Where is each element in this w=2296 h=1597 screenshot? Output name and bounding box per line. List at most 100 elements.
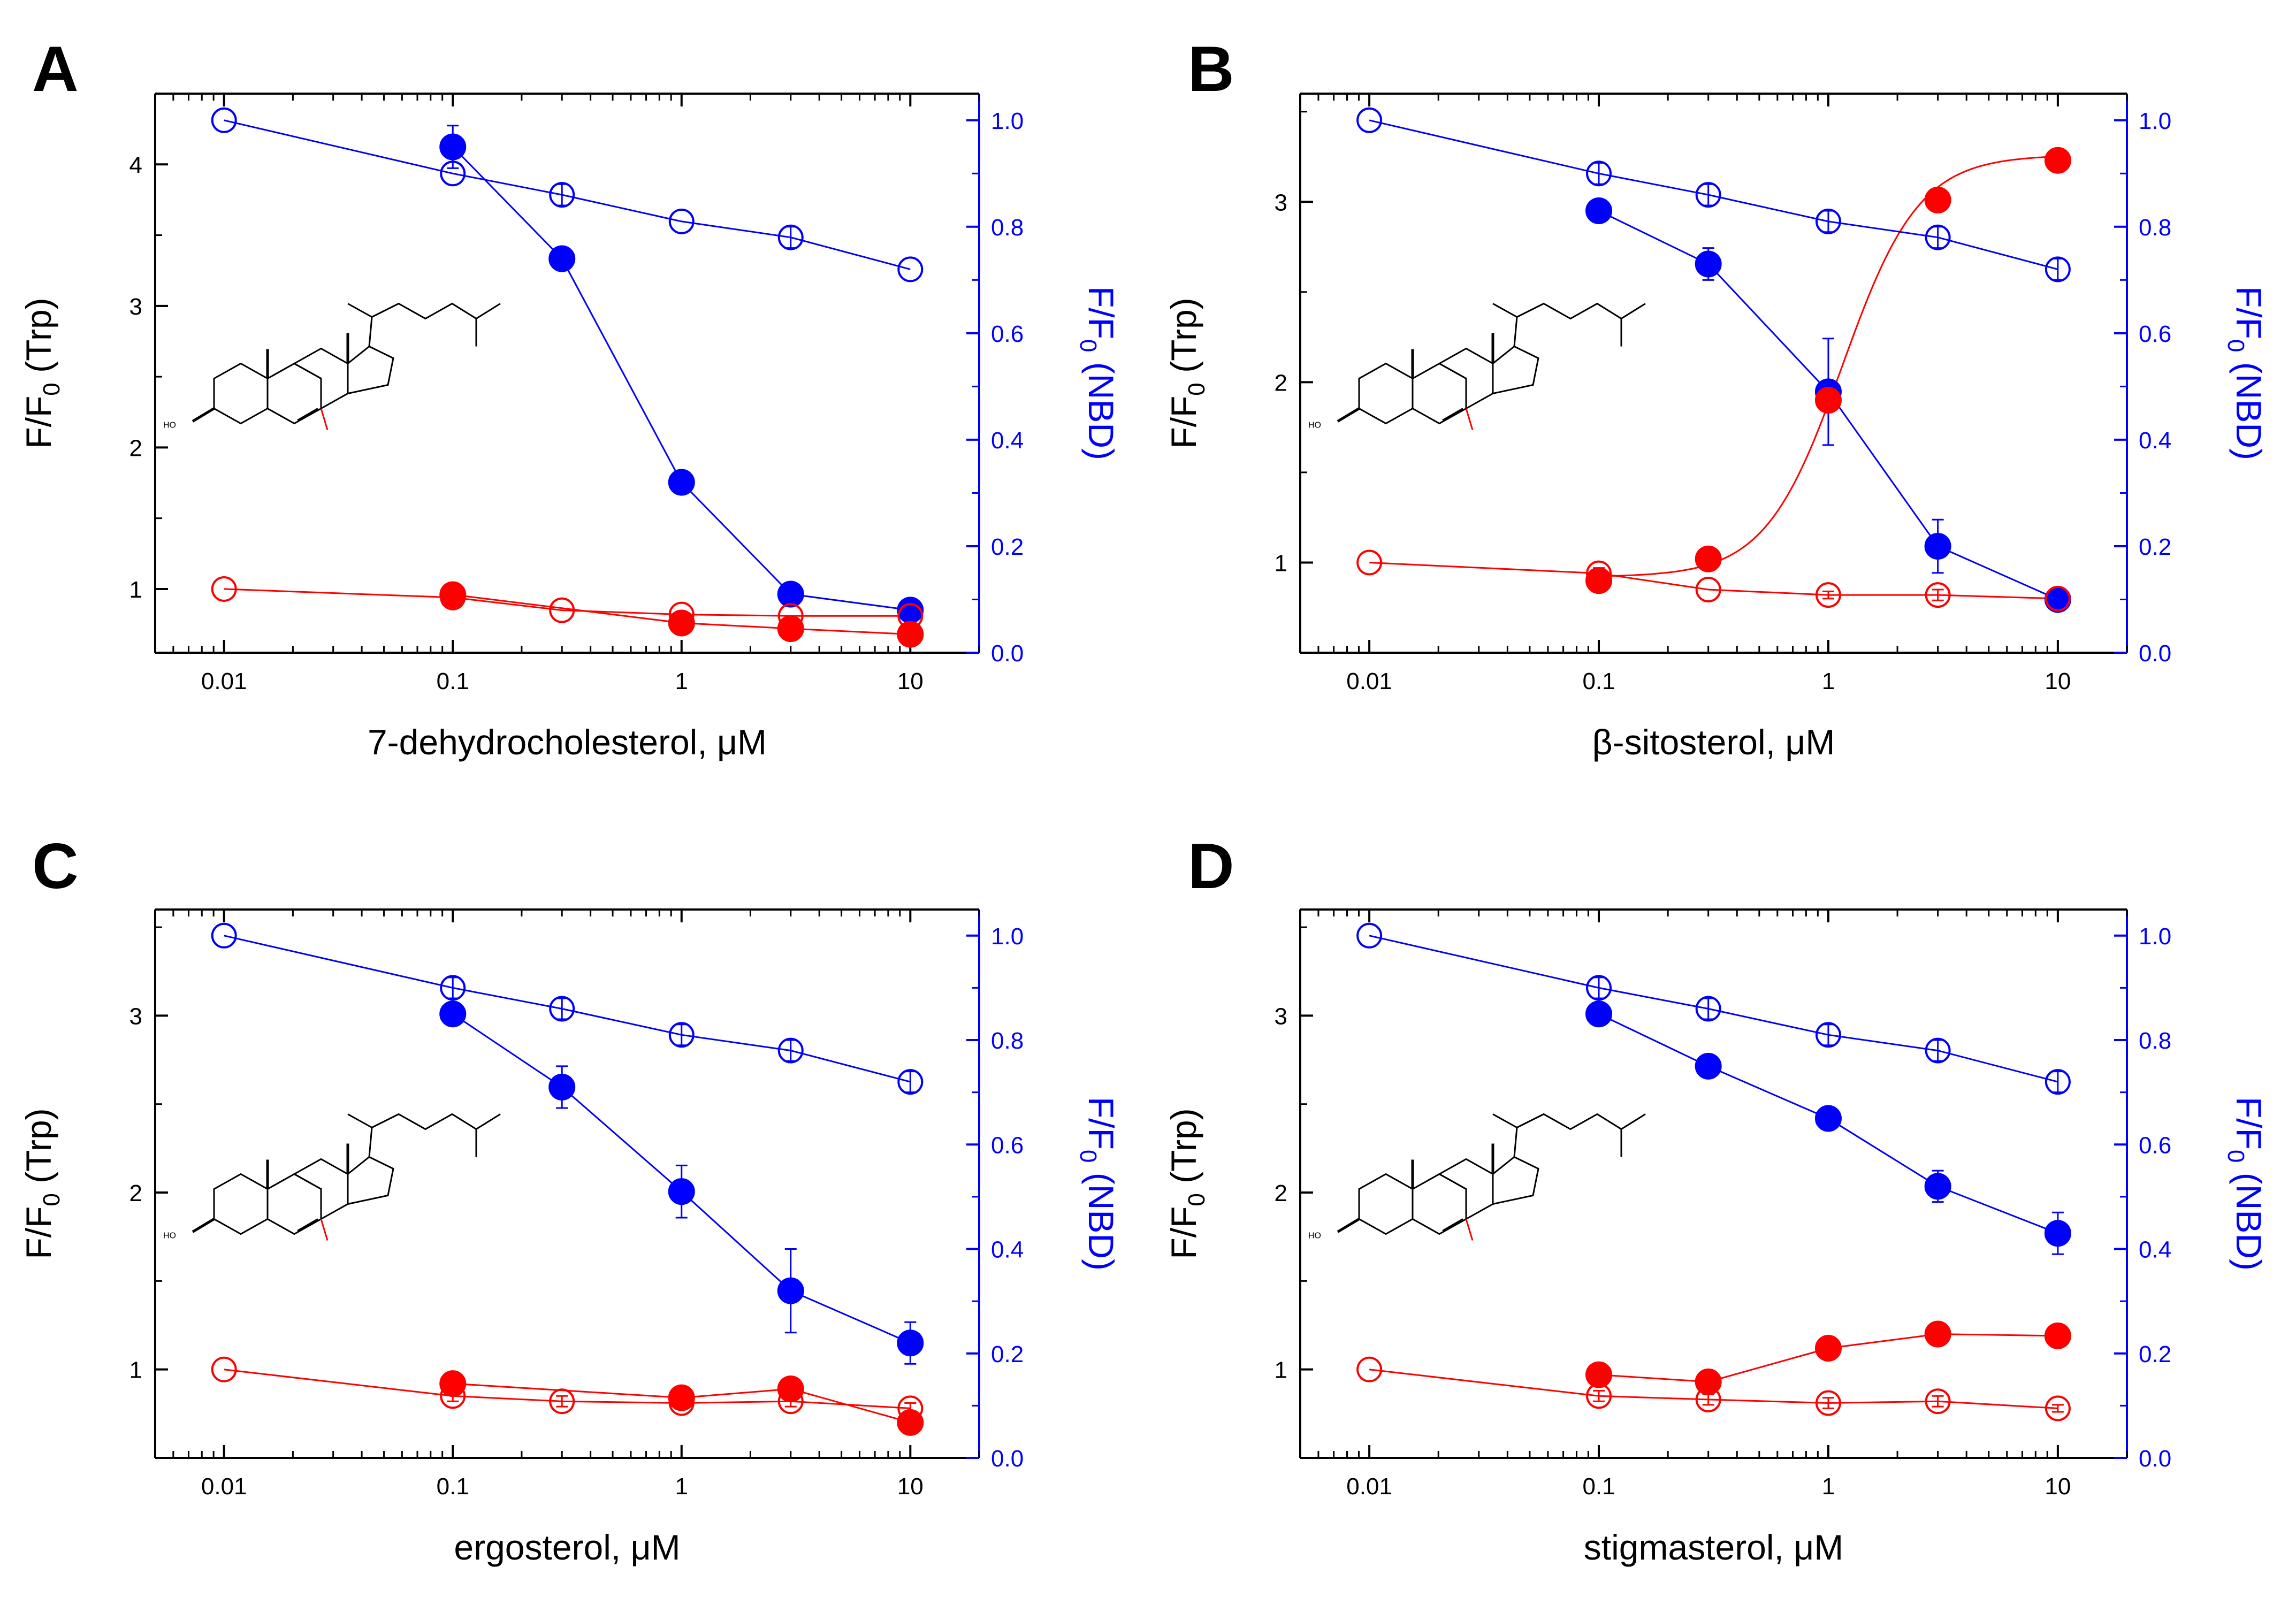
structure-double-bond (320, 408, 329, 430)
data-point-filled (897, 1409, 924, 1436)
y-right-title-main: F/F (1081, 1097, 1121, 1150)
y-right-axis-title: F/F0 (NBD) (2223, 1097, 2269, 1271)
structure-ring (347, 345, 394, 395)
series-line-0 (1369, 935, 2058, 1083)
y-left-tick-label: 3 (1275, 1003, 1287, 1029)
y-right-tick-label: 0.2 (2139, 1341, 2171, 1367)
y-right-axis-title: F/F0 (NBD) (1075, 1097, 1121, 1271)
x-tick-label: 10 (897, 668, 924, 694)
x-tick-label: 10 (897, 1473, 924, 1500)
data-point-filled (548, 1073, 576, 1101)
x-axis-title: ergosterol, μM (454, 1527, 680, 1567)
data-point-filled (1924, 186, 1951, 213)
data-point-filled (1814, 387, 1842, 414)
structure-oh-wedge (1337, 407, 1360, 423)
y-right-tick-label: 0.8 (991, 1028, 1024, 1054)
data-point-filled (2044, 1322, 2071, 1349)
data-point-filled (777, 580, 804, 608)
panel-letter: D (1188, 830, 1234, 902)
panel-letter: C (32, 830, 79, 902)
y-right-tick-label: 1.0 (2139, 108, 2171, 134)
data-point-open (211, 922, 237, 949)
data-point-filled (1695, 250, 1722, 278)
structure-ring (213, 362, 269, 425)
structure-ring (1437, 347, 1494, 410)
y-right-axis-title: F/F0 (NBD) (2223, 286, 2269, 460)
y-right-title-sub: 0 (1075, 339, 1101, 352)
x-tick-label: 10 (2045, 1473, 2071, 1500)
structure-side-chain (1513, 1113, 1622, 1157)
data-point-filled (2044, 1220, 2071, 1247)
y-right-title-rest: (NBD) (2229, 1163, 2269, 1271)
data-point-open (1695, 996, 1721, 1022)
data-point-filled (1924, 1173, 1951, 1200)
structure-ring (347, 1156, 394, 1205)
y-left-title-main: F/F (19, 1206, 58, 1259)
y-right-tick-label: 0.6 (991, 321, 1024, 347)
data-point-open (1925, 582, 1951, 608)
data-point-open (897, 256, 924, 282)
structure-ring (1412, 362, 1467, 425)
x-tick-label: 0.1 (1582, 1473, 1615, 1500)
y-right-tick-label: 0.0 (2139, 1446, 2171, 1472)
data-point-filled (897, 621, 924, 648)
series-line-3 (453, 594, 911, 636)
data-point-filled (668, 609, 695, 637)
series-line-0 (224, 935, 911, 1083)
y-right-tick-label: 1.0 (991, 108, 1024, 134)
y-right-tick-label: 0.2 (991, 1341, 1024, 1367)
series-line-2 (1369, 1369, 2058, 1409)
structure-double-bond (297, 1218, 318, 1232)
structure-ring (266, 362, 322, 425)
data-point-filled (668, 469, 695, 496)
y-left-title-main: F/F (19, 396, 58, 449)
x-tick-label: 10 (2045, 668, 2071, 694)
y-left-axis-title: F/F0 (Trp) (1164, 297, 1210, 448)
y-left-tick-label: 1 (1275, 1357, 1287, 1384)
y-right-tick-label: 0.8 (2139, 215, 2171, 241)
data-point-open (549, 1388, 575, 1415)
y-left-axis-title: F/F0 (Trp) (19, 1108, 65, 1259)
data-point-filled (1695, 1368, 1722, 1395)
y-left-title-main: F/F (1164, 396, 1203, 449)
data-point-filled (1924, 532, 1951, 560)
data-point-open (1356, 1356, 1383, 1382)
data-point-filled (668, 1178, 695, 1205)
structure-methyl (347, 1113, 372, 1128)
data-point-open (440, 975, 466, 1001)
y-right-title-rest: (NBD) (2229, 352, 2269, 460)
y-left-title-sub: 0 (39, 1193, 65, 1206)
y-right-title-rest: (NBD) (1081, 352, 1121, 460)
sterol-structure (1337, 302, 1646, 430)
data-point-open (211, 107, 237, 133)
data-point-open (2045, 1395, 2071, 1422)
x-axis-title: stigmasterol, μM (1584, 1527, 1843, 1567)
data-point-filled (548, 245, 576, 272)
data-point-filled (1585, 1000, 1613, 1028)
data-point-open (1356, 922, 1383, 949)
data-point-filled (439, 133, 467, 161)
y-left-tick-label: 1 (129, 1357, 142, 1384)
structure-bond (1621, 1113, 1646, 1130)
y-left-title-sub: 0 (1184, 1193, 1210, 1206)
structure-double-bond (297, 408, 318, 421)
data-point-filled (439, 581, 467, 608)
y-right-title-rest: (NBD) (1081, 1163, 1121, 1271)
structure-methyl (1492, 303, 1517, 318)
y-left-tick-label: 3 (129, 294, 142, 320)
y-right-tick-label: 0.0 (991, 1446, 1024, 1472)
data-point-open (1815, 582, 1841, 608)
y-left-tick-label: 2 (1275, 370, 1287, 396)
data-point-filled (1585, 197, 1613, 224)
y-left-title-rest: (Trp) (19, 297, 58, 383)
series-line-2 (1369, 562, 2058, 600)
y-right-tick-label: 0.6 (991, 1132, 1024, 1158)
x-tick-label: 0.01 (201, 668, 247, 694)
data-point-open (897, 1069, 924, 1095)
structure-side-chain (368, 302, 477, 347)
data-point-filled (1814, 1335, 1842, 1362)
data-point-open (777, 1037, 804, 1064)
data-point-filled (2044, 147, 2071, 174)
y-right-title-main: F/F (2229, 286, 2269, 339)
y-right-tick-label: 0.4 (2139, 1237, 2171, 1263)
